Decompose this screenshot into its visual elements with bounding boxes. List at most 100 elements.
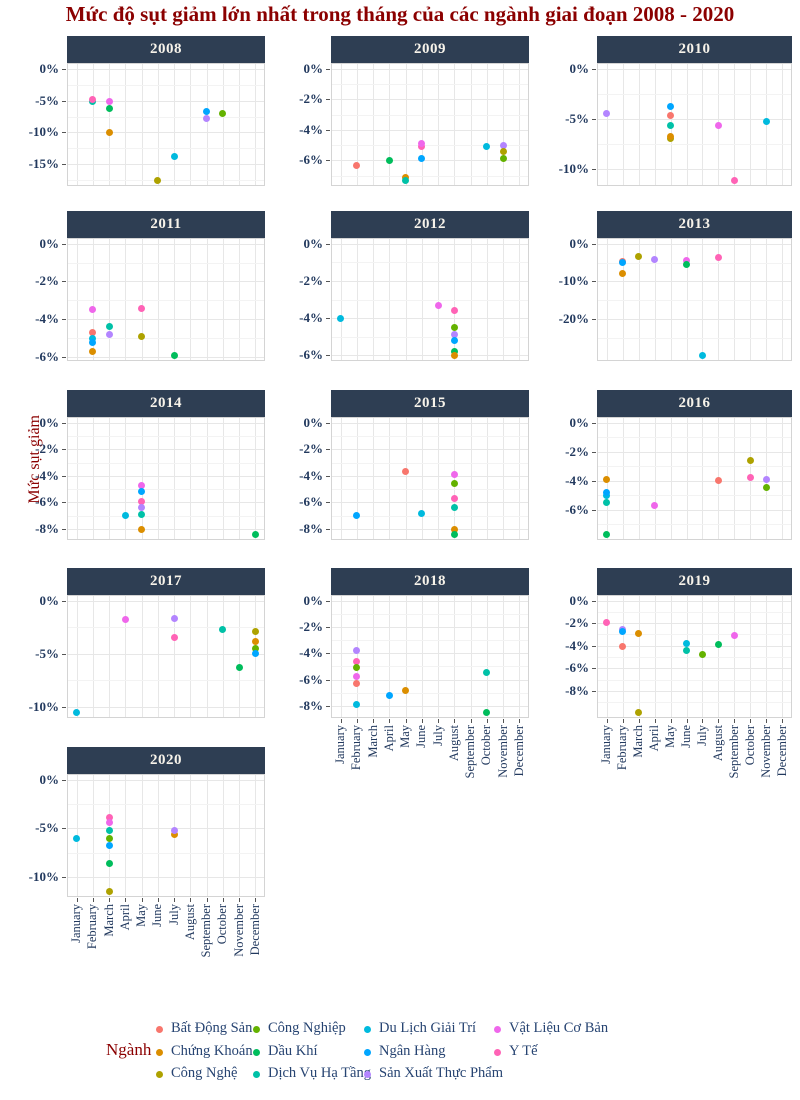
gridline-horizontal [332, 475, 528, 477]
gridline-minor [68, 262, 264, 264]
gridline-horizontal [332, 626, 528, 628]
y-axis-tick [326, 160, 330, 162]
y-axis-tick-label: -6% [299, 347, 323, 363]
gridline-vertical [340, 596, 342, 717]
y-axis-tick [326, 653, 330, 655]
x-axis-month-label: May [663, 725, 678, 748]
x-axis-tick [92, 898, 94, 902]
data-point [385, 156, 393, 164]
gridline-vertical [622, 418, 624, 539]
gridline-vertical [622, 596, 624, 717]
y-axis-tick [62, 243, 66, 245]
data-point [635, 629, 643, 637]
x-axis-month-label: September [726, 725, 741, 779]
legend-swatch [155, 1025, 163, 1033]
gridline-vertical [174, 239, 176, 360]
gridline-vertical [702, 418, 704, 539]
gridline-vertical [670, 239, 672, 360]
y-axis-tick [62, 449, 66, 451]
gridline-horizontal [332, 653, 528, 655]
y-axis-tick-label: -6% [565, 660, 589, 676]
gridline-vertical [255, 418, 257, 539]
x-axis-tick [734, 719, 736, 723]
gridline-vertical [470, 596, 472, 717]
gridline-vertical [340, 418, 342, 539]
x-axis-tick [654, 719, 656, 723]
gridline-vertical [421, 596, 423, 717]
data-point [603, 530, 611, 538]
gridline-minor [68, 148, 264, 150]
gridline-vertical [255, 64, 257, 185]
gridline-vertical [222, 418, 224, 539]
gridline-minor [68, 852, 264, 854]
data-point [170, 615, 178, 623]
data-point [138, 488, 146, 496]
y-axis-tick-label: -5% [565, 110, 589, 126]
gridline-minor [598, 657, 791, 659]
gridline-horizontal [332, 679, 528, 681]
gridline-vertical [486, 418, 488, 539]
data-point [683, 640, 690, 647]
gridline-horizontal [332, 318, 528, 320]
data-point [219, 625, 227, 633]
data-point [450, 331, 458, 339]
data-point [89, 348, 97, 356]
x-axis-month-label: October [479, 725, 494, 766]
y-axis-tick [326, 475, 330, 477]
gridline-vertical [702, 239, 704, 360]
gridline-vertical [92, 239, 94, 360]
data-point [603, 475, 611, 483]
gridline-vertical [373, 64, 375, 185]
legend-item-label: Dịch Vụ Hạ Tầng [268, 1065, 371, 1081]
gridline-horizontal [332, 280, 528, 282]
gridline-vertical [750, 64, 752, 185]
gridline-horizontal [68, 707, 264, 709]
x-axis-tick [606, 719, 608, 723]
y-axis-tick [592, 243, 596, 245]
data-point [138, 332, 146, 340]
gridline-horizontal [68, 132, 264, 134]
gridline-vertical [470, 64, 472, 185]
data-point [105, 842, 113, 850]
y-axis-tick [62, 132, 66, 134]
gridline-minor [598, 679, 791, 681]
data-point [138, 510, 146, 518]
panel-plot-2008 [67, 63, 265, 186]
y-axis-tick-label: -8% [299, 697, 323, 713]
data-point [105, 826, 113, 834]
y-axis-tick [326, 355, 330, 357]
y-axis-tick [62, 281, 66, 283]
legend-item-label: Chứng Khoán [171, 1043, 253, 1059]
gridline-vertical [686, 418, 688, 539]
y-axis-tick [592, 623, 596, 625]
data-point [746, 474, 754, 482]
gridline-vertical [405, 64, 407, 185]
y-axis-tick-label: 0% [569, 414, 590, 430]
gridline-minor [332, 515, 528, 517]
legend-item-label: Bất Động Sản [171, 1020, 253, 1036]
chart-title: Mức độ sụt giảm lớn nhất trong tháng của… [65, 2, 735, 26]
gridline-vertical [76, 239, 78, 360]
y-axis-tick-label: -10% [28, 699, 59, 715]
gridline-horizontal [598, 68, 791, 70]
x-axis-month-label: April [647, 725, 662, 752]
gridline-vertical [750, 596, 752, 717]
gridline-vertical [734, 239, 736, 360]
y-axis-tick-label: -4% [35, 467, 59, 483]
gridline-minor [332, 462, 528, 464]
gridline-horizontal [332, 600, 528, 602]
legend-swatch [493, 1048, 501, 1056]
data-point [251, 637, 259, 645]
y-axis-tick [62, 707, 66, 709]
y-axis-tick-label: 0% [303, 592, 324, 608]
y-axis-tick [62, 100, 66, 102]
y-axis-tick [326, 529, 330, 531]
legend-swatch [363, 1048, 371, 1056]
y-axis-tick [62, 422, 66, 424]
data-point [667, 103, 675, 111]
data-point [219, 109, 227, 117]
y-axis-tick [62, 828, 66, 830]
gridline-minor [68, 338, 264, 340]
legend-item-label: Vật Liệu Cơ Bản [509, 1020, 609, 1036]
panel-plot-2015 [331, 417, 529, 540]
